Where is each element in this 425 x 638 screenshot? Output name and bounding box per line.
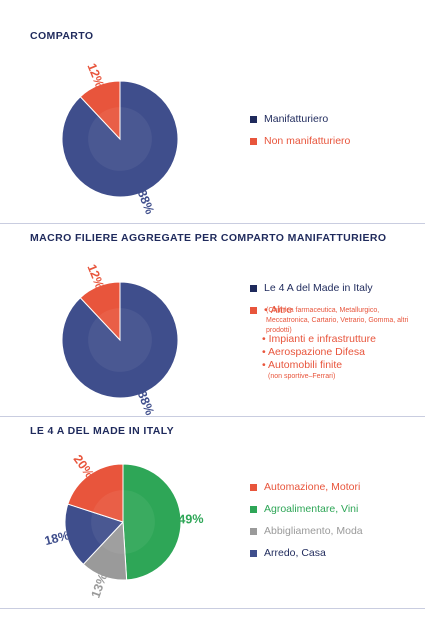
pie-value-label: 49% xyxy=(178,512,203,527)
pie-chart-comparto: 88% 12% xyxy=(61,61,179,216)
bullet-item: • Automobili finite xyxy=(262,359,343,371)
pie-slice-3 xyxy=(64,503,124,565)
legend-item-4a: Le 4 A del Made in Italy xyxy=(250,282,420,294)
legend-macro-filiere: Le 4 A del Made in Italy • Altre xyxy=(250,282,420,316)
legend-item-automazione: Automazione, Motori xyxy=(250,481,363,493)
section-comparto: COMPARTO 88% 12% Manifatturiero Non manif… xyxy=(0,0,425,225)
legend-swatch-icon xyxy=(250,284,257,292)
altre-bullet: • xyxy=(264,304,271,316)
legend-swatch-icon xyxy=(250,306,257,314)
section-macro-filiere: MACRO FILIERE AGGREGATE PER COMPARTO MAN… xyxy=(0,224,425,417)
automobili-note: (non sportive–Ferrari) xyxy=(268,373,336,380)
pie-value-label: 12% xyxy=(85,61,107,89)
legend-label: Manifatturiero xyxy=(264,113,329,125)
pie-value-label: 88% xyxy=(135,188,157,216)
legend-item-arredo: Arredo, Casa xyxy=(250,547,363,559)
pie-slice-2 xyxy=(79,80,121,141)
pie-slice-1 xyxy=(122,463,182,581)
legend-label: Automazione, Motori xyxy=(264,481,361,493)
section-title-comparto: COMPARTO xyxy=(30,30,94,42)
legend-item-abbigliamento: Abbigliamento, Moda xyxy=(250,525,363,537)
pie-value-label: 88% xyxy=(135,389,157,417)
legend-swatch-icon xyxy=(250,137,257,145)
legend-item-non-manifatturiero: Non manifatturiero xyxy=(250,135,350,147)
section-title-4a: LE 4 A DEL MADE IN ITALY xyxy=(30,425,174,437)
legend-swatch-icon xyxy=(250,527,257,535)
legend-label: Non manifatturiero xyxy=(264,135,351,147)
legend-4a: Automazione, Motori Agroalimentare, Vini… xyxy=(250,481,363,569)
pie-slice-2 xyxy=(79,281,121,342)
legend-swatch-icon xyxy=(250,483,257,491)
pie-value-label: 18% xyxy=(43,528,71,548)
section-divider xyxy=(0,223,425,224)
section-title-macro-filiere: MACRO FILIERE AGGREGATE PER COMPARTO MAN… xyxy=(30,232,387,244)
legend-item-altre: • Altre xyxy=(250,304,420,316)
legend-label-altre: Altre xyxy=(270,304,293,316)
legend-label: Le 4 A del Made in Italy xyxy=(264,282,373,294)
legend-label: Abbigliamento, Moda xyxy=(264,525,363,537)
pie-chart-4a: 49%13%18%20% xyxy=(43,452,204,600)
pie-highlight xyxy=(91,490,155,554)
legend-item-agroalimentare: Agroalimentare, Vini xyxy=(250,503,363,515)
section-4a: LE 4 A DEL MADE IN ITALY 49% 13% 18% 20% Au… xyxy=(0,417,425,610)
bullet-list: • Impianti e infrastrutture • Aerospazio… xyxy=(262,333,376,382)
altre-detail: (Chimica farmaceutica, Metallurgico, Mec… xyxy=(266,307,409,334)
bullet-text: Aerospazione Difesa xyxy=(268,346,365,358)
pie-value-label: 13% xyxy=(88,572,110,600)
pie-highlight xyxy=(88,107,152,171)
bullet-item: • Impianti e infrastrutture xyxy=(262,333,376,345)
bullet-item: • Aerospazione Difesa xyxy=(262,346,365,358)
section-divider xyxy=(0,416,425,417)
pie-chart-macro-filiere: 88% 12% xyxy=(61,262,179,417)
bullet-text: Automobili finite xyxy=(268,359,343,371)
legend-comparto: Manifatturiero Non manifatturiero xyxy=(250,113,350,157)
bullet-text: Impianti e infrastrutture xyxy=(268,333,376,345)
legend-swatch-icon xyxy=(250,505,257,513)
legend-swatch-icon xyxy=(250,549,257,557)
legend-item-manifatturiero: Manifatturiero xyxy=(250,113,350,125)
legend-swatch-icon xyxy=(250,115,257,123)
pie-value-label: 12% xyxy=(85,262,107,290)
pie-slice-4 xyxy=(67,463,124,523)
section-divider xyxy=(0,608,425,609)
legend-label: Agroalimentare, Vini xyxy=(264,503,359,515)
pie-highlight xyxy=(88,308,152,372)
legend-label: Arredo, Casa xyxy=(264,547,326,559)
